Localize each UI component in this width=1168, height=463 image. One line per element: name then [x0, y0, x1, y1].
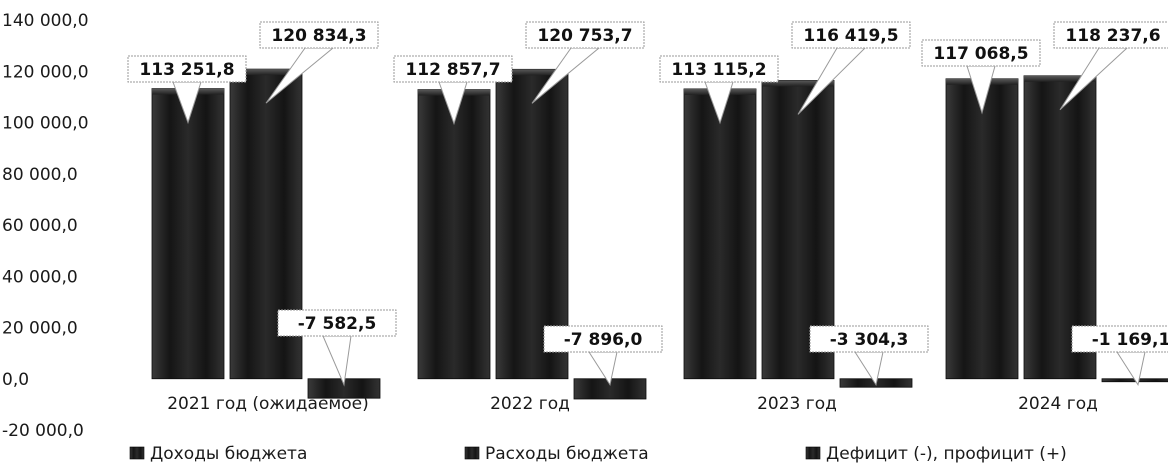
callout-box: [1053, 21, 1168, 49]
callout-box: [277, 309, 397, 337]
legend: Доходы бюджета Расходы бюджета Дефицит (-)…: [129, 444, 1067, 463]
bar-top: [762, 80, 834, 87]
data-label-text: 116 419,5: [803, 26, 898, 46]
y-tick-label: 40 000,0: [2, 267, 78, 287]
bar-body: [151, 88, 225, 380]
data-label: 118 237,6: [1053, 21, 1168, 111]
data-label-text: -7 896,0: [564, 330, 643, 350]
callout-box: [525, 21, 645, 49]
bar-top: [496, 69, 568, 76]
legend-item: Доходы бюджета: [129, 444, 307, 463]
legend-item: Расходы бюджета: [464, 444, 649, 463]
data-label: 117 068,5: [921, 39, 1041, 115]
y-tick-label: 100 000,0: [2, 114, 89, 134]
callout-box: [543, 325, 663, 353]
category-label: 2024 год: [1018, 394, 1098, 414]
legend-swatch: [805, 446, 821, 460]
data-label-text: 112 857,7: [405, 60, 500, 80]
legend-label: Дефицит (-), профицит (+): [826, 444, 1067, 463]
bars: [151, 68, 1168, 400]
callout-box: [921, 39, 1041, 67]
callout-box: [659, 55, 779, 83]
category-labels: 2021 год (ожидаемое) 2022 год 2023 год 2024…: [167, 394, 1098, 414]
callout-pointer: [322, 335, 352, 387]
data-label-text: 120 834,3: [271, 26, 366, 46]
y-tick-label: -20 000,0: [2, 421, 84, 441]
legend-item: Дефицит (-), профицит (+): [805, 444, 1067, 463]
callout-box: [127, 55, 247, 83]
data-label-text: 113 115,2: [671, 60, 766, 80]
data-label: 116 419,5: [791, 21, 911, 115]
bar-0-1: [417, 89, 491, 380]
data-label-text: -7 582,5: [298, 314, 377, 334]
bar-body: [945, 78, 1019, 380]
data-label: 120 834,3: [259, 21, 379, 104]
callout-box: [1071, 325, 1168, 353]
data-label-text: 113 251,8: [139, 60, 234, 80]
data-label: 113 251,8: [127, 55, 247, 125]
category-label: 2021 год (ожидаемое): [167, 394, 369, 414]
callout-box: [259, 21, 379, 49]
legend-swatch: [464, 446, 480, 460]
bar-top: [1024, 75, 1096, 82]
data-label-text: -1 169,1: [1092, 330, 1168, 350]
data-label: -3 304,3: [809, 325, 929, 387]
data-label: -1 169,1: [1071, 325, 1168, 387]
data-label-text: 118 237,6: [1065, 26, 1160, 46]
data-label-text: -3 304,3: [830, 330, 909, 350]
legend-label: Доходы бюджета: [150, 444, 307, 463]
legend-swatch: [129, 446, 145, 460]
data-label: 112 857,7: [393, 55, 513, 126]
callout-box: [393, 55, 513, 83]
y-tick-label: 120 000,0: [2, 62, 89, 82]
data-label: 113 115,2: [659, 55, 779, 125]
data-labels: 113 251,8 120 834,3 -7 582,5 112 857,7 120 7…: [127, 21, 1168, 387]
y-tick-label: 60 000,0: [2, 216, 78, 236]
bar-0-0: [151, 88, 225, 380]
callout-box: [809, 325, 929, 353]
data-label: -7 582,5: [277, 309, 397, 387]
bar-body: [683, 88, 757, 380]
data-label-text: 117 068,5: [933, 44, 1028, 64]
category-label: 2023 год: [757, 394, 837, 414]
bar-top: [230, 69, 302, 76]
bar-body: [417, 89, 491, 380]
bar-0-2: [683, 88, 757, 380]
y-tick-label: 140 000,0: [2, 11, 89, 31]
data-label-text: 120 753,7: [537, 26, 632, 46]
legend-label: Расходы бюджета: [485, 444, 649, 463]
category-label: 2022 год: [490, 394, 570, 414]
y-tick-label: 80 000,0: [2, 165, 78, 185]
y-tick-label: 0,0: [2, 370, 29, 390]
callout-box: [791, 21, 911, 49]
data-label: 120 753,7: [525, 21, 645, 104]
y-axis: -20 000,0 0,0 20 000,0 40 000,0 60 000,0 80 0…: [2, 11, 89, 441]
y-tick-label: 20 000,0: [2, 319, 78, 339]
data-label: -7 896,0: [543, 325, 663, 387]
bar-0-3: [945, 78, 1019, 380]
